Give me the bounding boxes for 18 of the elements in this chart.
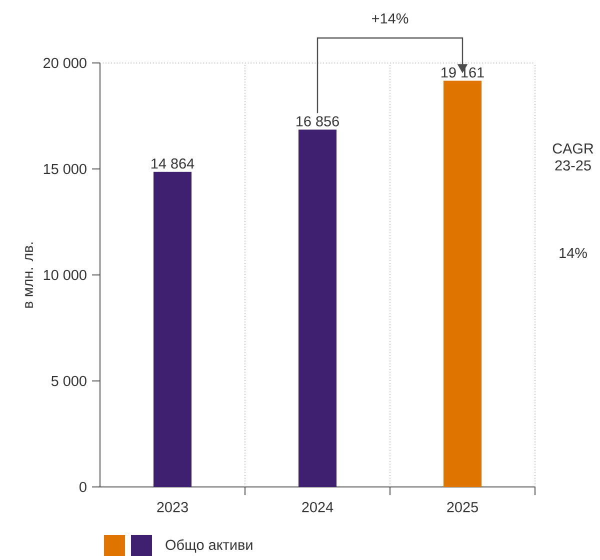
y-tick-label: 20 000 [44,58,86,68]
bar [154,172,192,487]
bar [444,80,482,487]
y-tick-label: 15 000 [44,164,86,174]
x-tick-label: 2025 [447,502,478,512]
text: CAGR 23-25 [552,143,594,171]
y-tick-label: 0 [80,482,86,492]
data-label: 16 856 [296,116,339,126]
y-tick-label: 5 000 [51,376,86,386]
legend-label: Общо активи [166,539,252,553]
y-tick-label: 10 000 [44,270,86,280]
text: +14% [372,13,408,24]
y-axis-title: в млн. лв. [25,242,33,308]
data-label: 14 864 [152,158,194,169]
x-tick-label: 2024 [302,502,334,512]
text: 14% [560,248,587,258]
bar [298,130,337,487]
x-tick-label: 2023 [157,502,188,512]
